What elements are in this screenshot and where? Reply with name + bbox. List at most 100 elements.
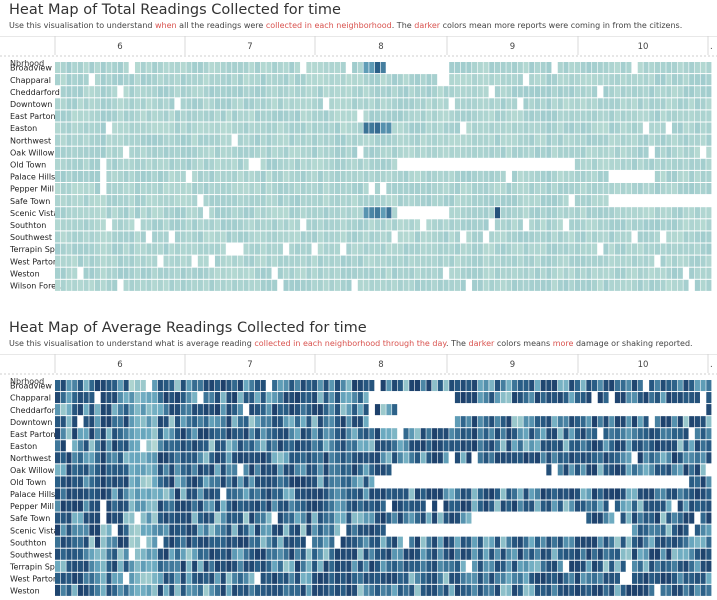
heatmap-cell xyxy=(289,428,295,440)
heatmap-cell xyxy=(580,548,586,560)
heatmap-cell xyxy=(460,536,466,548)
heatmap-cell xyxy=(352,572,358,584)
total-readings-heatmap[interactable]: 6 7 8 9 10 .NbrhoodBroadviewChapparalCheddarf… xyxy=(0,36,717,296)
heatmap-cell xyxy=(306,512,312,524)
heatmap-cell xyxy=(563,428,569,440)
heatmap-cell xyxy=(494,416,501,428)
heatmap-cell xyxy=(66,122,72,134)
heatmap-cell xyxy=(552,548,558,560)
heatmap-cell xyxy=(420,512,426,524)
heatmap-cell xyxy=(477,488,483,500)
heatmap-cell xyxy=(192,476,198,488)
heatmap-cell xyxy=(352,476,358,488)
heatmap-cell xyxy=(334,158,341,170)
heatmap-cell xyxy=(660,572,666,584)
heatmap-cell xyxy=(357,488,363,500)
heatmap-cell xyxy=(283,428,289,440)
heatmap-cell xyxy=(146,524,152,536)
heatmap-cell xyxy=(563,134,569,146)
heatmap-cell xyxy=(637,122,643,134)
heatmap-cell xyxy=(369,452,375,464)
heatmap-cell xyxy=(380,512,386,524)
heatmap-cell xyxy=(649,500,655,512)
heatmap-cell xyxy=(329,134,335,146)
heatmap-cell xyxy=(517,219,523,231)
heatmap-cell xyxy=(192,122,198,134)
heatmap-cell xyxy=(197,428,203,440)
heatmap-cell xyxy=(220,512,226,524)
heatmap-cell xyxy=(677,110,683,122)
heatmap-cell xyxy=(186,98,192,110)
heatmap-cell xyxy=(77,464,83,476)
heatmap-cell xyxy=(574,243,580,255)
heatmap-cell xyxy=(272,110,278,122)
heatmap-cell xyxy=(289,134,295,146)
heatmap-cell xyxy=(374,512,381,524)
heatmap-cell xyxy=(506,74,512,86)
heatmap-cell xyxy=(512,488,518,500)
heatmap-cell xyxy=(546,62,552,74)
heatmap-cell xyxy=(397,219,403,231)
heatmap-cell xyxy=(106,380,112,392)
heatmap-cell xyxy=(134,440,141,452)
average-readings-heatmap[interactable]: 6 7 8 9 10 .NbrhoodBroadviewChapparalCheddarf… xyxy=(0,354,717,600)
heatmap-cell xyxy=(369,488,375,500)
heatmap-cell xyxy=(163,572,169,584)
heatmap-cell xyxy=(506,195,512,207)
heatmap-cell xyxy=(306,524,312,536)
heatmap-cell xyxy=(312,392,318,404)
heatmap-cell xyxy=(94,243,101,255)
heatmap-cell xyxy=(197,98,203,110)
heatmap-cell xyxy=(94,110,101,122)
heatmap-cell xyxy=(700,488,706,500)
heatmap-cell xyxy=(152,183,158,195)
heatmap-cell xyxy=(294,452,301,464)
heatmap-cell xyxy=(409,122,415,134)
heatmap-cell xyxy=(89,404,95,416)
heatmap-cell xyxy=(140,86,146,98)
heatmap-cell xyxy=(489,392,495,404)
heatmap-cell xyxy=(403,572,409,584)
heatmap-cell xyxy=(677,98,683,110)
heatmap-cell xyxy=(500,134,506,146)
row-label: East Parton xyxy=(10,112,56,121)
heatmap-cell xyxy=(146,416,152,428)
heatmap-cell xyxy=(706,524,712,536)
heatmap-cell xyxy=(66,231,72,243)
heatmap-cell xyxy=(60,110,66,122)
heatmap-cell xyxy=(374,158,381,170)
heatmap-cell xyxy=(557,560,563,572)
heatmap-cell xyxy=(557,392,563,404)
heatmap-cell xyxy=(397,488,403,500)
heatmap-cell xyxy=(500,392,506,404)
heatmap-cell xyxy=(266,572,272,584)
heatmap-cell xyxy=(483,572,489,584)
heatmap-cell xyxy=(186,584,192,596)
heatmap-cell xyxy=(197,74,203,86)
heatmap-cell xyxy=(632,500,638,512)
heatmap-cell xyxy=(397,572,403,584)
heatmap-cell xyxy=(197,134,203,146)
heatmap-cell xyxy=(586,207,592,219)
heatmap-cell xyxy=(426,243,432,255)
heatmap-cell xyxy=(169,476,175,488)
heatmap-cell xyxy=(397,243,403,255)
heatmap-cell xyxy=(694,548,700,560)
heatmap-cell xyxy=(666,416,672,428)
heatmap-cell xyxy=(55,158,61,170)
heatmap-cell xyxy=(226,428,232,440)
heatmap-cell xyxy=(352,170,358,182)
heatmap-cell xyxy=(414,536,421,548)
row-label: Terrapin Sp.. xyxy=(9,562,60,571)
heatmap-cell xyxy=(323,134,329,146)
heatmap-cell xyxy=(540,86,546,98)
heatmap-cell xyxy=(494,146,501,158)
heatmap-cell xyxy=(346,170,352,182)
heatmap-cell xyxy=(660,488,666,500)
heatmap-cell xyxy=(214,584,221,596)
heatmap-cell xyxy=(340,428,346,440)
heatmap-cell xyxy=(626,243,632,255)
heatmap-cell xyxy=(152,428,158,440)
heatmap-cell xyxy=(220,548,226,560)
heatmap-cell xyxy=(506,231,512,243)
